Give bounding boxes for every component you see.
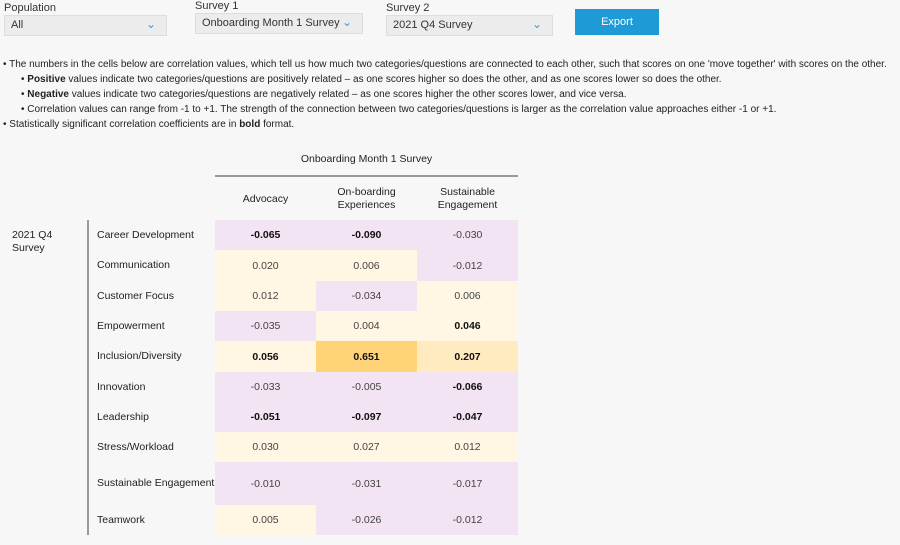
survey2-label: Survey 2 [386,2,430,14]
table-row: Inclusion/Diversity 0.056 0.651 0.207 [97,341,518,372]
correlation-cell: -0.065 [215,220,316,250]
correlation-cell: -0.090 [316,220,417,250]
correlation-cell: 0.207 [417,341,518,372]
table-row: Customer Focus 0.012 -0.034 0.006 [97,281,518,311]
export-button[interactable]: Export [575,9,659,35]
column-header: Advocacy [242,192,289,205]
correlation-cell: -0.047 [417,402,518,432]
correlation-cell: 0.006 [316,250,417,281]
correlation-cell: -0.097 [316,402,417,432]
correlation-cell: -0.034 [316,281,417,311]
survey1-select[interactable]: Onboarding Month 1 Survey ⌄ [195,13,363,34]
row-label: Stress/Workload [97,440,174,453]
column-header: On-boarding Experiences [337,186,396,211]
positive-bold: Positive [27,74,66,85]
correlation-cell: 0.020 [215,250,316,281]
survey2-title: 2021 Q4 Survey [12,229,53,254]
positive-text: values indicate two categories/questions… [65,74,722,85]
correlation-cell: 0.006 [417,281,518,311]
correlation-cell: -0.005 [316,372,417,402]
table-row: Leadership -0.051 -0.097 -0.047 [97,402,518,432]
row-label: Innovation [97,380,146,393]
table-row: Stress/Workload 0.030 0.027 0.012 [97,432,518,462]
negative-text: values indicate two categories/questions… [68,89,627,100]
survey2-value: 2021 Q4 Survey [393,19,473,31]
chevron-down-icon: ⌄ [531,17,542,31]
population-value: All [11,19,24,31]
population-label: Population [4,2,56,14]
table-row: Teamwork 0.005 -0.026 -0.012 [97,505,518,535]
table-row: Communication 0.020 0.006 -0.012 [97,250,518,281]
row-label: Customer Focus [97,289,175,302]
survey2-select[interactable]: 2021 Q4 Survey ⌄ [386,15,553,36]
note-positive: • Positive values indicate two categorie… [21,74,722,85]
chevron-down-icon: ⌄ [341,15,352,29]
correlation-cell: -0.033 [215,372,316,402]
correlation-cell: -0.051 [215,402,316,432]
table-row: Empowerment -0.035 0.004 0.046 [97,311,518,341]
header-divider [215,175,518,177]
correlation-cell: 0.651 [316,341,417,372]
table-row: Sustainable Engagement -0.010 -0.031 -0.017 [97,462,518,505]
correlation-cell: -0.030 [417,220,518,250]
correlation-cell: -0.010 [215,462,316,505]
instructions: • The numbers in the cells below are cor… [3,57,898,132]
row-label: Communication [97,259,170,271]
correlation-cell: -0.035 [215,311,316,341]
correlation-cell: -0.066 [417,372,518,402]
correlation-cell: -0.012 [417,250,518,281]
correlation-cell: 0.012 [417,432,518,462]
correlation-cell: 0.046 [417,311,518,341]
correlation-cell: 0.004 [316,311,417,341]
row-label: Inclusion/Diversity [97,350,182,362]
row-label: Sustainable Engagement [97,477,215,489]
range-text: Correlation values can range from -1 to … [27,104,777,115]
survey1-value: Onboarding Month 1 Survey [202,17,340,29]
correlation-cell: 0.030 [215,432,316,462]
note-intro: • The numbers in the cells below are cor… [3,59,887,70]
correlation-cell: -0.026 [316,505,417,535]
sig-bold: bold [239,119,261,130]
note-range: • Correlation values can range from -1 t… [21,104,777,115]
note-negative: • Negative values indicate two categorie… [21,89,627,100]
chevron-down-icon: ⌄ [145,17,156,31]
survey1-label: Survey 1 [195,0,239,12]
note-significance: • Statistically significant correlation … [3,117,898,132]
row-label: Teamwork [97,513,145,526]
row-divider [87,220,89,535]
sig-post: format. [260,119,295,130]
sig-pre: • Statistically significant correlation … [3,119,240,130]
correlation-cell: 0.012 [215,281,316,311]
table-row: Innovation -0.033 -0.005 -0.066 [97,372,518,402]
row-label: Empowerment [97,319,165,332]
table-row: Career Development -0.065 -0.090 -0.030 [97,220,518,250]
row-label: Career Development [97,228,194,241]
correlation-cell: -0.017 [417,462,518,505]
survey1-title: Onboarding Month 1 Survey [300,153,433,165]
row-label: Leadership [97,410,149,423]
correlation-cell: 0.027 [316,432,417,462]
correlation-cell: 0.056 [215,341,316,372]
negative-bold: Negative [27,89,69,100]
population-select[interactable]: All ⌄ [4,15,167,36]
correlation-cell: -0.031 [316,462,417,505]
column-header: Sustainable Engagement [437,186,498,211]
correlation-cell: -0.012 [417,505,518,535]
correlation-cell: 0.005 [215,505,316,535]
